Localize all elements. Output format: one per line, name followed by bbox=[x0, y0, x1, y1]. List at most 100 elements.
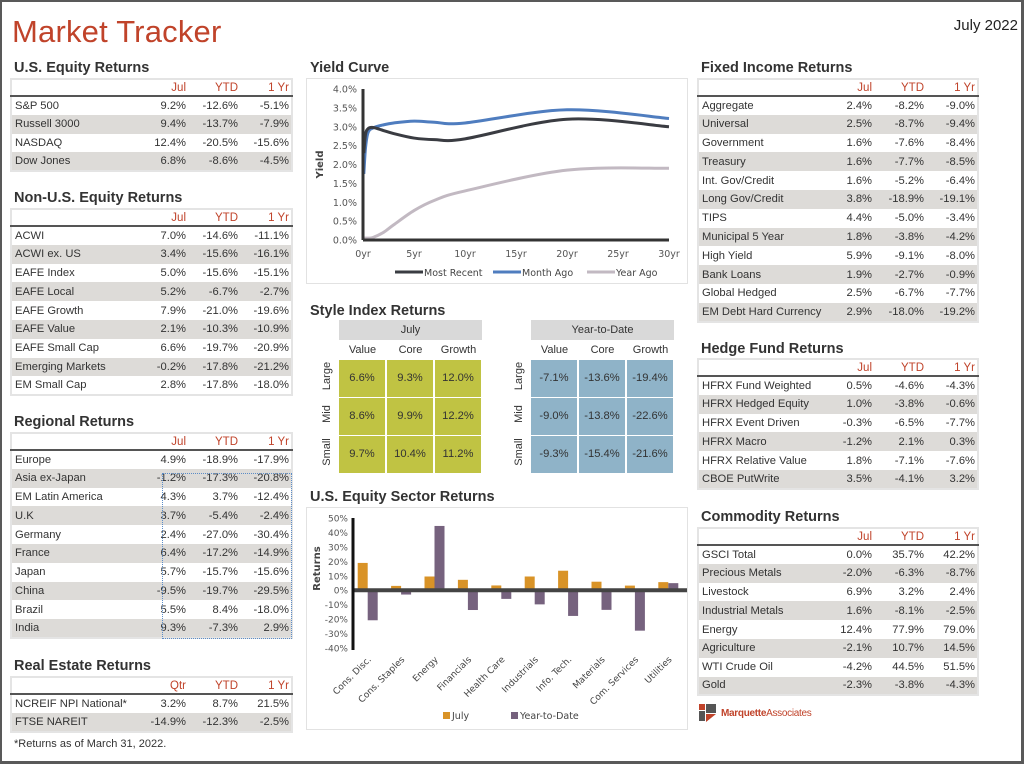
yield-curve-title: Yield Curve bbox=[310, 60, 390, 76]
table-row: Dow Jones 6.8% -8.6% -4.5% bbox=[11, 152, 292, 172]
table-row: EAFE Index 5.0% -15.6% -15.1% bbox=[11, 264, 292, 283]
row-label: Gold bbox=[698, 676, 826, 696]
style-index-title: Style Index Returns bbox=[310, 303, 446, 319]
cell-value: 6.4% bbox=[140, 543, 188, 563]
cell-value: 1.8% bbox=[826, 227, 874, 247]
logo-text-light: Associates bbox=[766, 707, 812, 719]
cell-value: 5.5% bbox=[160, 603, 187, 616]
bar-july bbox=[524, 576, 535, 591]
cell-value: -3.4% bbox=[945, 212, 975, 225]
cell-value: 9.3% bbox=[140, 619, 188, 638]
cell-value: 8.7% bbox=[212, 697, 239, 710]
cell-value: -19.7% bbox=[188, 581, 240, 601]
cell-value: -2.7% bbox=[240, 282, 292, 302]
commodity-table: Jul YTD 1 Yr GSCI Total 0.0% 35.7% 42.2% Precio… bbox=[697, 527, 979, 697]
column-header: 1 Yr bbox=[240, 79, 292, 97]
cell-value: 1.8% bbox=[846, 454, 873, 467]
real-estate-title: Real Estate Returns bbox=[14, 658, 151, 674]
cell-value: -4.6% bbox=[894, 379, 924, 392]
style-column-label: Core bbox=[590, 344, 615, 356]
y-tick-label: 4.0% bbox=[333, 85, 357, 96]
cell-value: -5.4% bbox=[188, 506, 240, 526]
y-tick-label: 0% bbox=[334, 587, 349, 597]
cell-value: 2.4% bbox=[160, 528, 187, 541]
cell-value: -30.4% bbox=[253, 528, 289, 541]
bar-july bbox=[457, 579, 468, 591]
sector-returns-title: U.S. Equity Sector Returns bbox=[310, 489, 495, 505]
cell-value: 4.3% bbox=[160, 490, 187, 503]
cell-value: -12.6% bbox=[202, 99, 238, 112]
cell-value: -6.7% bbox=[188, 282, 240, 302]
row-label: Dow Jones bbox=[11, 152, 140, 172]
style-cell: -15.4% bbox=[579, 436, 625, 473]
column-header: YTD bbox=[188, 677, 240, 695]
cell-value: -18.9% bbox=[874, 189, 926, 209]
cell-value: -17.2% bbox=[188, 543, 240, 563]
cell-value: -10.9% bbox=[240, 319, 292, 339]
category-label: Info. Tech. bbox=[535, 655, 574, 694]
cell-value: -13.7% bbox=[188, 114, 240, 134]
yield-curve-chart: 0.0% 0.5% 1.0% 1.5% 2.0% 2.5% 3.0% 3.5% 4.0% 0yr 5… bbox=[306, 78, 688, 284]
table-row: Agriculture -2.1% 10.7% 14.5% bbox=[698, 638, 978, 658]
column-header: YTD bbox=[188, 433, 240, 451]
style-row-label: Small bbox=[513, 438, 525, 466]
cell-value: 1.6% bbox=[826, 152, 874, 172]
style-cell: 6.6% bbox=[339, 360, 385, 397]
style-row-label: Mid bbox=[513, 405, 525, 423]
bar-year-to-date bbox=[467, 590, 478, 611]
row-label: Treasury bbox=[698, 152, 826, 172]
cell-value: 3.7% bbox=[212, 490, 239, 503]
row-label: HFRX Hedged Equity bbox=[698, 394, 826, 414]
table-row: HFRX Fund Weighted 0.5% -4.6% -4.3% bbox=[698, 376, 978, 395]
us-equity-table: Jul YTD 1 Yr S&P 500 9.2% -12.6% -5.1% Russell … bbox=[10, 78, 293, 173]
table-row: HFRX Event Driven -0.3% -6.5% -7.7% bbox=[698, 414, 978, 433]
table-header-row: Jul YTD 1 Yr bbox=[698, 528, 978, 546]
cell-value: 4.9% bbox=[160, 453, 187, 466]
column-header: Jul bbox=[140, 209, 188, 227]
non-us-equity-table: Jul YTD 1 Yr ACWI 7.0% -14.6% -11.1% ACWI ex. U… bbox=[10, 208, 293, 397]
y-tick-label: -10% bbox=[325, 601, 349, 611]
style-cell: 12.0% bbox=[435, 360, 481, 397]
table-row: Treasury 1.6% -7.7% -8.5% bbox=[698, 152, 978, 172]
cell-value: 9.4% bbox=[140, 114, 188, 134]
cell-value: -4.2% bbox=[842, 661, 872, 674]
cell-value: 3.2% bbox=[160, 697, 187, 710]
regional-table: Jul YTD 1 Yr Europe 4.9% -18.9% -17.9% Asia ex-… bbox=[10, 432, 293, 639]
column-header: Jul bbox=[826, 79, 874, 97]
series-line-year-ago bbox=[363, 166, 670, 240]
table-row: Aggregate 2.4% -8.2% -9.0% bbox=[698, 96, 978, 115]
row-label: Agriculture bbox=[698, 638, 826, 658]
cell-value: -15.6% bbox=[253, 136, 289, 149]
cell-value: -17.8% bbox=[188, 357, 240, 377]
y-tick-label: -30% bbox=[325, 630, 349, 640]
table-row: Long Gov/Credit 3.8% -18.9% -19.1% bbox=[698, 189, 978, 209]
cell-value: 1.6% bbox=[846, 174, 873, 187]
row-label: Municipal 5 Year bbox=[698, 227, 826, 247]
row-label: NASDAQ bbox=[15, 136, 63, 149]
yield-curve-svg: 0.0% 0.5% 1.0% 1.5% 2.0% 2.5% 3.0% 3.5% 4.0% 0yr 5… bbox=[315, 85, 680, 280]
row-label: Bank Loans bbox=[698, 265, 826, 284]
row-label: NCREIF NPI National* bbox=[15, 697, 127, 710]
row-label: EAFE Local bbox=[11, 282, 140, 302]
cell-value: -6.4% bbox=[945, 174, 975, 187]
table-row: France 6.4% -17.2% -14.9% bbox=[11, 543, 292, 563]
cell-value: 0.5% bbox=[846, 379, 873, 392]
row-label: GSCI Total bbox=[702, 548, 756, 561]
y-tick-label: 3.5% bbox=[333, 103, 357, 114]
style-panel-header: Year-to-Date bbox=[531, 320, 674, 340]
cell-value: 6.8% bbox=[140, 152, 188, 172]
row-label: Precious Metals bbox=[698, 563, 826, 583]
cell-value: 1.6% bbox=[846, 136, 873, 149]
style-cell: -9.0% bbox=[531, 398, 577, 435]
cell-value: -20.5% bbox=[202, 136, 238, 149]
cell-value: 3.7% bbox=[140, 506, 188, 526]
cell-value: 1.0% bbox=[826, 394, 874, 414]
cell-value: -3.8% bbox=[874, 394, 926, 414]
cell-value: -0.6% bbox=[926, 394, 978, 414]
y-tick-label: 1.5% bbox=[333, 179, 357, 190]
cell-value: 8.4% bbox=[212, 603, 239, 616]
y-tick-label: 40% bbox=[328, 529, 348, 539]
cell-value: -20.9% bbox=[253, 342, 289, 355]
cell-value: -12.3% bbox=[188, 712, 240, 732]
row-label: S&P 500 bbox=[15, 99, 59, 112]
